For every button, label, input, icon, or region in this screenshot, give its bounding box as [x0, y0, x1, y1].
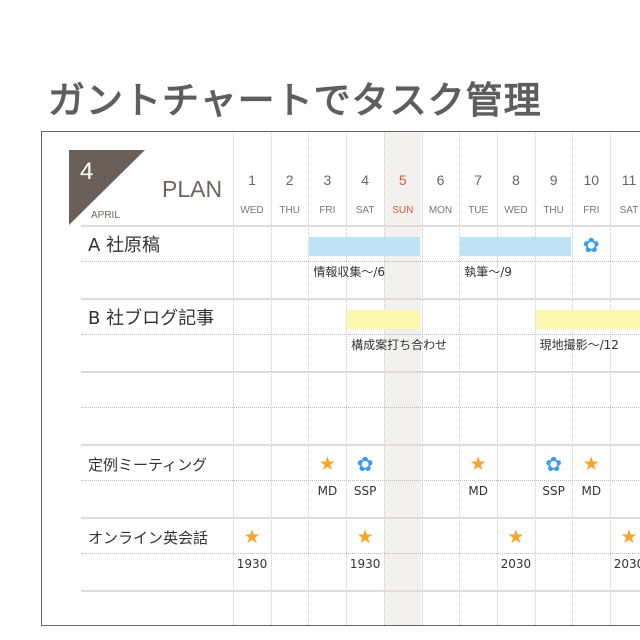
column-divider	[346, 132, 348, 625]
day-of-week: THU	[543, 205, 564, 216]
day-number: 11	[621, 172, 637, 188]
row-divider	[81, 298, 640, 300]
column-divider	[233, 132, 234, 625]
day-number: 3	[323, 172, 332, 188]
day-of-week: FRI	[319, 205, 336, 216]
day-of-week: TUE	[468, 205, 489, 216]
row-mid-divider	[81, 407, 640, 408]
day-number: 10	[583, 172, 600, 188]
task-note: 情報収集～/6	[313, 265, 386, 279]
day-number: 4	[361, 172, 369, 188]
row-mid-divider	[81, 261, 640, 262]
row-mid-divider	[81, 553, 640, 554]
flower-icon: ✿	[582, 233, 600, 257]
star-icon: ★	[243, 526, 261, 548]
row-label: B 社ブログ記事	[88, 308, 215, 329]
star-icon: ★	[356, 526, 374, 548]
row-mid-divider	[81, 334, 640, 335]
task-bar[interactable]	[309, 237, 421, 256]
star-icon: ★	[582, 453, 600, 475]
mark-label: MD	[468, 484, 488, 498]
column-divider	[459, 132, 461, 625]
mark-label: MD	[317, 484, 338, 498]
task-note: 構成案打ち合わせ	[351, 338, 448, 352]
header-divider	[81, 225, 640, 227]
gantt-chart-frame	[41, 131, 640, 626]
star-icon: ★	[469, 453, 487, 475]
mark-label: SSP	[353, 484, 377, 498]
day-of-week: THU	[279, 205, 300, 216]
day-of-week: WED	[240, 205, 264, 216]
day-number: 8	[511, 172, 520, 188]
row-divider	[81, 590, 640, 592]
day-number: 1	[248, 172, 256, 188]
day-of-week: FRI	[583, 205, 600, 216]
day-of-week: SAT	[619, 205, 639, 216]
row-divider	[81, 444, 640, 446]
column-divider	[572, 132, 574, 625]
star-icon: ★	[507, 526, 525, 548]
month-number: 4	[80, 158, 94, 185]
row-divider	[81, 371, 640, 373]
mark-label: MD	[581, 484, 602, 498]
mark-label: SSP	[542, 484, 565, 498]
mark-label: 1930	[236, 557, 268, 571]
column-divider	[308, 132, 310, 625]
row-label: 定例ミーティング	[88, 456, 208, 474]
task-bar[interactable]	[460, 237, 572, 256]
column-divider	[383, 132, 385, 625]
month-name: APRIL	[91, 210, 120, 221]
column-divider	[534, 132, 536, 625]
mark-label: 2030	[500, 557, 532, 571]
row-label: オンライン英会話	[88, 529, 209, 547]
day-number: 9	[549, 172, 558, 188]
day-of-week: SUN	[392, 205, 414, 216]
day-number: 2	[285, 172, 294, 188]
star-icon: ★	[318, 453, 336, 475]
task-bar[interactable]	[535, 310, 640, 329]
page-title: ガントチャートでタスク管理	[48, 79, 542, 122]
column-divider	[496, 132, 498, 625]
task-bar[interactable]	[347, 310, 421, 329]
day-of-week: WED	[504, 205, 528, 216]
mark-label: 2030	[613, 557, 640, 571]
flower-icon: ✿	[545, 452, 562, 476]
row-mid-divider	[81, 480, 640, 481]
day-number: 6	[436, 172, 445, 188]
column-divider	[421, 132, 423, 625]
column-divider	[610, 132, 611, 625]
plan-label: PLAN	[162, 176, 223, 202]
day-of-week: MON	[428, 205, 453, 216]
task-note: 現地撮影～/12	[539, 338, 619, 352]
row-label: A 社原稿	[88, 235, 161, 256]
month-corner-triangle	[69, 150, 145, 225]
sunday-column-shade	[383, 132, 422, 625]
task-note: 執筆～/9	[464, 265, 512, 279]
flower-icon: ✿	[356, 452, 374, 476]
mark-label: 1930	[349, 557, 381, 571]
day-number: 7	[474, 172, 483, 188]
column-divider	[270, 132, 272, 625]
row-divider	[81, 517, 640, 519]
day-of-week: SAT	[355, 205, 375, 216]
star-icon: ★	[620, 526, 638, 548]
day-number: 5	[398, 172, 407, 188]
